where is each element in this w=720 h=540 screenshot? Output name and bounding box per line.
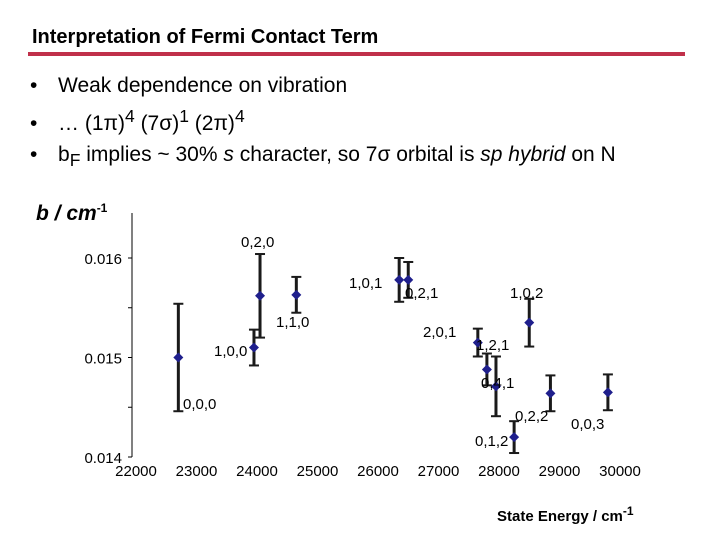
bullet-text: (2π) <box>188 112 235 135</box>
bullet-item: • bF implies ~ 30% s character, so 7σ orb… <box>30 139 616 176</box>
data-point-marker <box>545 388 556 399</box>
data-point-label: 1,2,1 <box>476 337 509 354</box>
data-point-marker <box>248 342 259 353</box>
x-tick-label: 29000 <box>539 463 581 480</box>
data-point-marker <box>481 364 492 375</box>
data-point-marker <box>394 274 405 285</box>
y-axis-label-text: b / cm <box>36 202 97 225</box>
bullet-text: b <box>58 143 70 166</box>
data-point-marker <box>173 352 184 363</box>
x-tick-label: 22000 <box>115 463 157 480</box>
title-underline <box>28 52 685 56</box>
x-tick-label: 28000 <box>478 463 520 480</box>
x-axis-label-text: State Energy / cm <box>497 508 623 525</box>
x-tick-label: 27000 <box>418 463 460 480</box>
y-axis-label: b / cm-1 <box>36 201 107 226</box>
data-point-label: 0,1,2 <box>475 433 508 450</box>
data-point-marker <box>291 289 302 300</box>
data-point-label: 0,2,0 <box>241 234 274 251</box>
x-tick-label: 26000 <box>357 463 399 480</box>
bullet-item: •… (1π)4 (7σ)1 (2π)4 <box>30 101 616 139</box>
bullet-text: … (1π) <box>58 112 125 135</box>
bullet-text: implies ~ 30% <box>80 143 224 166</box>
bullet-dot: • <box>30 143 38 166</box>
slide-title: Interpretation of Fermi Contact Term <box>32 26 379 48</box>
data-point-label: 0,0,0 <box>183 396 216 413</box>
bullet-text: character, so 7σ orbital is <box>233 143 481 166</box>
x-tick-label: 30000 <box>599 463 641 480</box>
data-point-label: 1,0,1 <box>349 275 382 292</box>
data-point-marker <box>490 381 501 392</box>
data-point-marker <box>472 337 483 348</box>
data-point-label: 1,1,0 <box>276 314 309 331</box>
bullet-italic: sp hybrid <box>480 143 566 166</box>
data-point-label: 2,0,1 <box>423 324 456 341</box>
data-point-label: 1,0,2 <box>510 285 543 302</box>
bullet-text: on N <box>565 143 616 166</box>
data-point-marker <box>255 290 266 301</box>
y-tick-label: 0.014 <box>84 450 122 467</box>
bullet-list: • Weak dependence on vibration •… (1π)4 (… <box>30 70 616 176</box>
data-point-marker <box>403 274 414 285</box>
x-tick-label: 25000 <box>297 463 339 480</box>
data-point-marker <box>509 432 520 443</box>
data-point-label: 0,2,1 <box>405 285 438 302</box>
data-point-marker <box>602 387 613 398</box>
x-tick-label: 24000 <box>236 463 278 480</box>
y-tick-label: 0.015 <box>84 351 122 368</box>
y-axis-label-sup: -1 <box>96 201 108 215</box>
x-tick-label: 23000 <box>176 463 218 480</box>
subscript: F <box>69 150 81 171</box>
bullet-text: (7σ) <box>134 112 180 135</box>
superscript: 1 <box>179 106 189 126</box>
bullet-item: • Weak dependence on vibration <box>30 70 616 101</box>
data-point-label: 1,0,0 <box>214 343 247 360</box>
bullet-italic: s <box>223 143 234 166</box>
data-point-label: 0,4,1 <box>481 375 514 392</box>
bullet-dot: • <box>30 74 38 97</box>
data-point-label: 0,2,2 <box>515 408 548 425</box>
superscript: 4 <box>234 106 245 126</box>
data-point-marker <box>524 317 535 328</box>
y-tick-label: 0.016 <box>84 251 122 268</box>
data-point-label: 0,0,3 <box>571 416 604 433</box>
bullet-dot: • <box>30 112 38 135</box>
x-axis-label: State Energy / cm-1 <box>497 504 634 525</box>
bullet-text: Weak dependence on vibration <box>58 74 348 97</box>
superscript: 4 <box>125 106 135 126</box>
x-axis-label-sup: -1 <box>622 504 634 518</box>
